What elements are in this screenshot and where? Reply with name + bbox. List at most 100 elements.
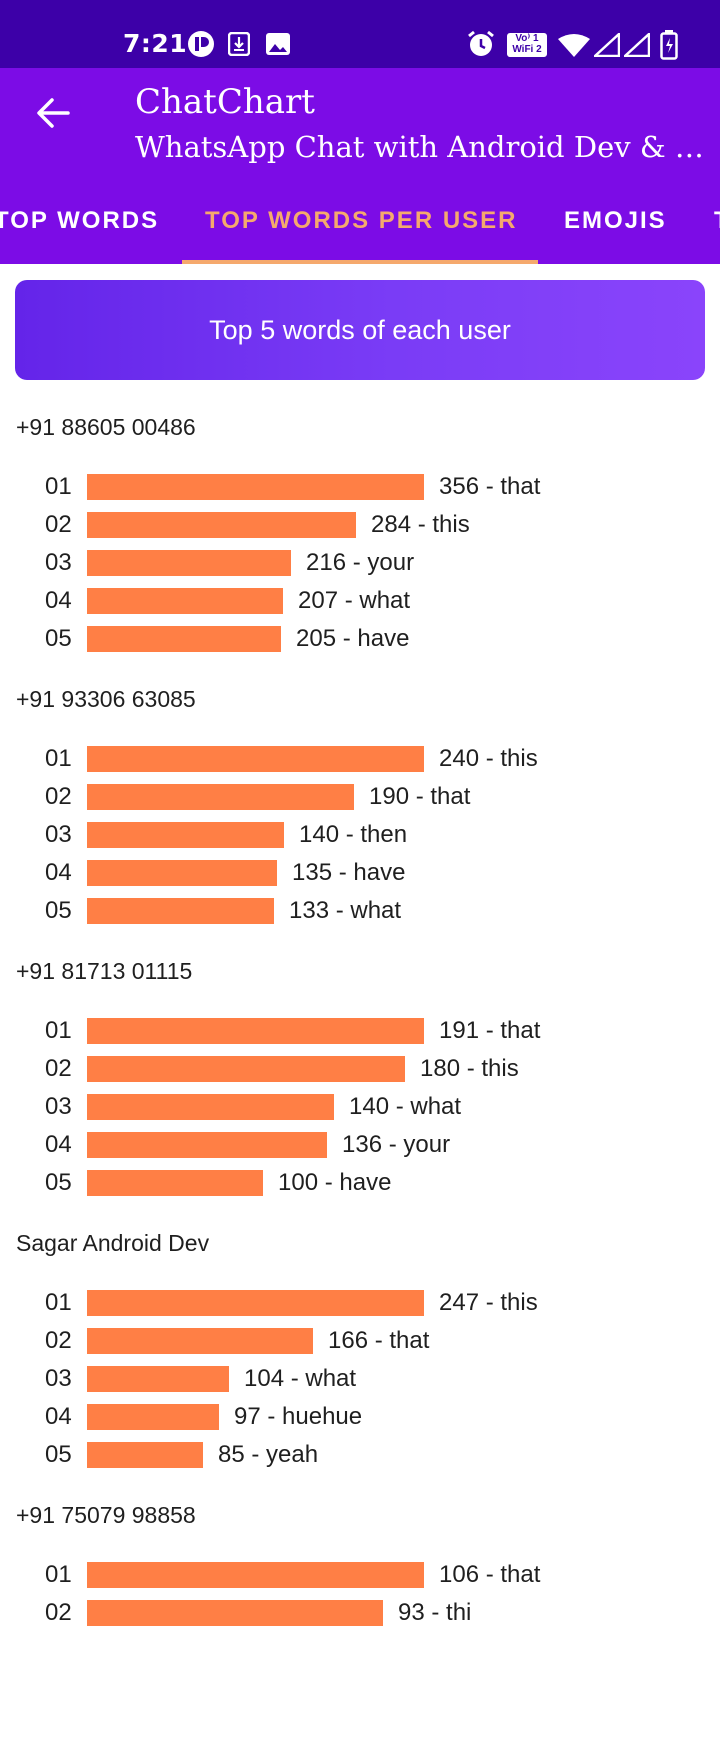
- status-bar: 7:21 Vo⁾ 1 WiFi 2: [0, 0, 720, 68]
- word-count-label: 85 - yeah: [218, 1441, 319, 1468]
- word-rank: 01: [45, 745, 72, 772]
- word-count-bar: [87, 1442, 203, 1468]
- tab-top-words[interactable]: TOP WORDS: [0, 207, 160, 234]
- wifi-label: WiFi 2: [512, 44, 542, 55]
- word-rank: 05: [45, 897, 72, 924]
- word-row: 03 216 - your: [0, 548, 720, 578]
- word-row: 05 205 - have: [0, 624, 720, 654]
- word-count-label: 190 - that: [369, 783, 471, 810]
- arrow-back-icon: [37, 98, 70, 128]
- word-count-label: 93 - thi: [398, 1599, 472, 1626]
- word-count-bar: [87, 1170, 263, 1196]
- word-rank: 05: [45, 1441, 72, 1468]
- word-count-bar: [87, 1600, 383, 1626]
- user-name: +91 81713 01115: [16, 958, 193, 984]
- word-count-label: 180 - this: [420, 1055, 519, 1082]
- word-rank: 05: [45, 625, 72, 652]
- word-row: 03 104 - what: [0, 1364, 720, 1394]
- word-row: 02 166 - that: [0, 1326, 720, 1356]
- gallery-icon: [266, 33, 290, 55]
- word-count-label: 133 - what: [289, 897, 402, 924]
- word-row: 01 240 - this: [0, 744, 720, 774]
- status-time: 7:21: [123, 29, 188, 58]
- word-row: 03 140 - what: [0, 1092, 720, 1122]
- word-count-bar: [87, 474, 424, 500]
- tab-emojis[interactable]: EMOJIS: [564, 207, 667, 234]
- word-row: 05 100 - have: [0, 1168, 720, 1198]
- word-rank: 01: [45, 473, 72, 500]
- word-row: 05 133 - what: [0, 896, 720, 926]
- word-count-bar: [87, 1404, 219, 1430]
- word-count-bar: [87, 822, 284, 848]
- word-count-bar: [87, 512, 356, 538]
- user-name: +91 88605 00486: [16, 414, 196, 440]
- word-rank: 03: [45, 549, 72, 576]
- word-rank: 04: [45, 1403, 72, 1430]
- word-row: 01 356 - that: [0, 472, 720, 502]
- word-count-label: 356 - that: [439, 473, 541, 500]
- volte-wifi-icon: Vo⁾ 1 WiFi 2: [507, 33, 547, 57]
- user-block: +91 88605 00486 01 356 - that 02 284 - this 0…: [0, 414, 720, 674]
- user-block: Sagar Android Dev 01 247 - this 02 166 - tha…: [0, 1230, 720, 1490]
- word-count-bar: [87, 1132, 327, 1158]
- word-rank: 01: [45, 1561, 72, 1588]
- volte-label: Vo⁾ 1: [515, 33, 539, 44]
- user-block: +91 75079 98858 01 106 - that 02 93 - thi: [0, 1502, 720, 1762]
- word-row: 01 247 - this: [0, 1288, 720, 1318]
- word-row: 04 135 - have: [0, 858, 720, 888]
- word-count-label: 100 - have: [278, 1169, 392, 1196]
- word-row: 04 136 - your: [0, 1130, 720, 1160]
- word-count-bar: [87, 626, 281, 652]
- app-title: ChatChart: [135, 82, 315, 122]
- signal-2-icon: [624, 33, 650, 57]
- battery-icon: [660, 30, 678, 60]
- word-count-bar: [87, 860, 277, 886]
- word-count-bar: [87, 1290, 424, 1316]
- section-banner: Top 5 words of each user: [15, 280, 705, 380]
- word-count-bar: [87, 1094, 334, 1120]
- tab-next-partial[interactable]: T: [714, 178, 720, 264]
- word-row: 03 140 - then: [0, 820, 720, 850]
- word-count-label: 284 - this: [371, 511, 470, 538]
- word-row: 01 106 - that: [0, 1560, 720, 1590]
- word-count-bar: [87, 898, 274, 924]
- word-rank: 02: [45, 1327, 72, 1354]
- word-count-label: 205 - have: [296, 625, 410, 652]
- word-row: 02 93 - thi: [0, 1598, 720, 1628]
- word-row: 02 284 - this: [0, 510, 720, 540]
- user-name: +91 75079 98858: [16, 1502, 196, 1528]
- word-count-label: 166 - that: [328, 1327, 430, 1354]
- word-count-label: 140 - what: [349, 1093, 462, 1120]
- word-count-label: 136 - your: [342, 1131, 451, 1158]
- user-block: +91 81713 01115 01 191 - that 02 180 - this 0…: [0, 958, 720, 1218]
- word-rank: 02: [45, 1599, 72, 1626]
- word-count-label: 207 - what: [298, 587, 411, 614]
- word-count-bar: [87, 1562, 424, 1588]
- word-count-bar: [87, 784, 354, 810]
- word-rank: 01: [45, 1289, 72, 1316]
- word-count-bar: [87, 1366, 229, 1392]
- word-count-bar: [87, 550, 291, 576]
- word-row: 01 191 - that: [0, 1016, 720, 1046]
- tab-bar: TOP WORDS TOP WORDS PER USER EMOJIS T: [0, 178, 720, 264]
- word-count-label: 216 - your: [306, 549, 415, 576]
- word-count-label: 240 - this: [439, 745, 538, 772]
- app-bar: ChatChart WhatsApp Chat with Android Dev…: [0, 68, 720, 178]
- word-row: 04 97 - huehue: [0, 1402, 720, 1432]
- word-count-label: 97 - huehue: [234, 1403, 363, 1430]
- signal-1-icon: [594, 33, 620, 57]
- word-row: 02 190 - that: [0, 782, 720, 812]
- word-count-bar: [87, 588, 283, 614]
- word-rank: 02: [45, 511, 72, 538]
- user-name: +91 93306 63085: [16, 686, 196, 712]
- word-count-label: 247 - this: [439, 1289, 538, 1316]
- word-rank: 04: [45, 587, 72, 614]
- back-button[interactable]: [28, 88, 78, 138]
- download-icon: [228, 32, 250, 56]
- chat-subtitle: WhatsApp Chat with Android Dev & P...: [135, 130, 705, 164]
- word-count-label: 140 - then: [299, 821, 408, 848]
- word-rank: 01: [45, 1017, 72, 1044]
- tab-top-words-per-user[interactable]: TOP WORDS PER USER: [205, 207, 518, 234]
- word-count-label: 135 - have: [292, 859, 406, 886]
- word-count-label: 104 - what: [244, 1365, 357, 1392]
